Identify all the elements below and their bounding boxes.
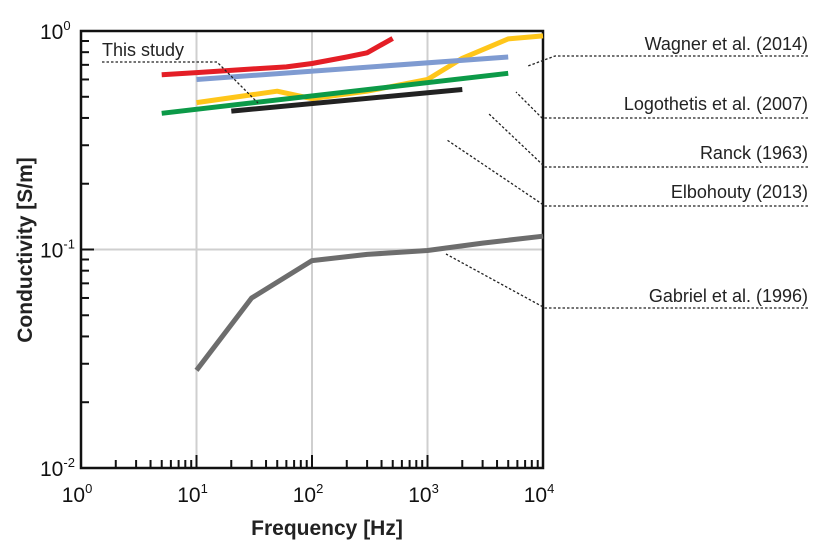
series-line-elbohouty-2013 [231,87,463,114]
x-tick-label-exponent: 1 [201,481,208,496]
legend-leader-gabriel-et-al-1996 [445,253,808,309]
legend-label-gabriel-et-al-1996: Gabriel et al. (1996) [649,286,808,306]
x-tick-label-exponent: 2 [316,481,323,496]
x-tick-label-0: 100 [62,481,93,507]
y-tick-label-exponent: -1 [63,237,75,252]
y-tick-label-2: 10-2 [40,455,75,481]
legend-label-logothetis-et-al-2007: Logothetis et al. (2007) [624,94,808,114]
legend-leader-logothetis-et-al-2007 [515,91,808,119]
y-tick-label-exponent: 0 [63,18,70,33]
series-line-logothetis-et-al-2007 [196,54,509,82]
x-tick-label-1: 101 [177,481,208,507]
series-line-gabriel-et-al-1996 [194,233,544,372]
legend-leader-elbohouty-2013 [446,139,808,207]
series-line-ranck-1963 [161,70,509,116]
series-line-this-study [161,36,394,78]
legend-leaders [102,55,808,309]
legend-label-elbohouty-2013: Elbohouty (2013) [671,182,808,202]
legend-leader-wagner-et-al-2014 [527,55,808,67]
legend-labels: This study Wagner et al. (2014) Logothetis… [102,34,808,306]
x-tick-label-exponent: 0 [85,481,92,496]
legend-leader-ranck-1963 [487,112,808,168]
x-tick-label-4: 104 [524,481,555,507]
axis-ticks [80,39,539,469]
legend-label-ranck-1963: Ranck (1963) [700,143,808,163]
x-tick-label-2: 102 [293,481,324,507]
legend-label-wagner-et-al-2014: Wagner et al. (2014) [645,34,808,54]
y-axis-title: Conductivity [S/m] [14,157,37,343]
y-tick-label-exponent: -2 [63,455,75,470]
y-tick-label-0: 100 [40,18,71,44]
y-tick-label-1: 10-1 [40,237,75,263]
series-lines [161,33,544,372]
x-tick-label-exponent: 4 [547,481,554,496]
legend-label-this-study: This study [102,40,184,60]
x-tick-label-3: 103 [408,481,439,507]
x-tick-labels: 100 101 102 103 104 [62,481,555,507]
legend-leader-this-study [102,61,259,104]
y-tick-labels: 100 10-1 10-2 [40,18,75,481]
x-tick-label-exponent: 3 [432,481,439,496]
x-axis-title: Frequency [Hz] [251,517,403,540]
